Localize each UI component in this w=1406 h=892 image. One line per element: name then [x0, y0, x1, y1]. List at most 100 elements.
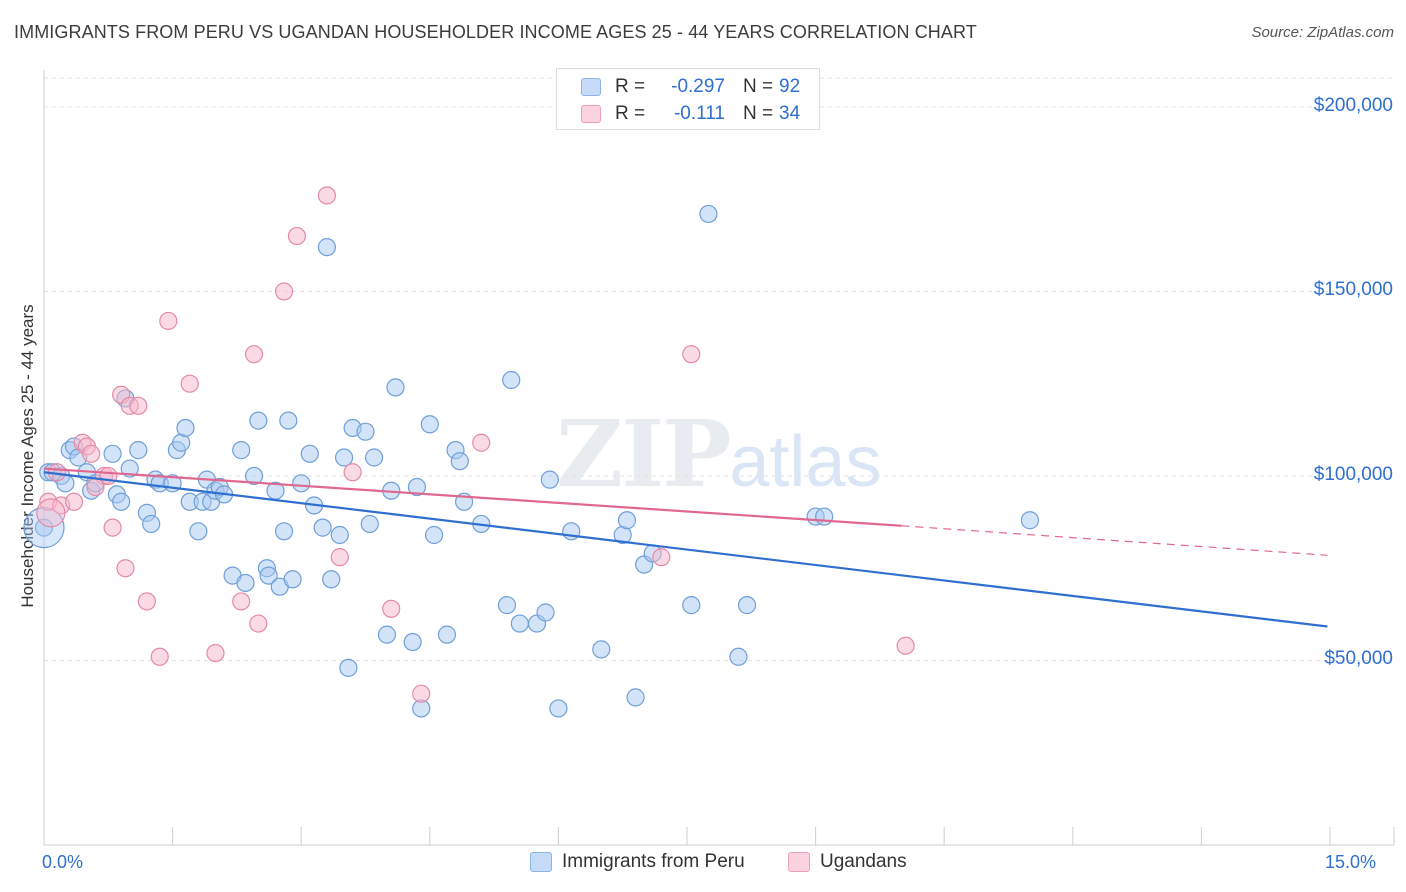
uganda-point — [274, 282, 294, 301]
series-name-peru: Immigrants from Peru — [562, 851, 745, 872]
peru-point — [450, 452, 469, 471]
uganda-point — [249, 614, 268, 633]
peru-point — [420, 415, 439, 434]
peru-point — [279, 411, 298, 430]
uganda-point — [116, 559, 135, 578]
peru-point — [386, 378, 405, 397]
uganda-point — [86, 477, 105, 497]
stats-legend: R = -0.297 N = 92 R = -0.111 N = 34 — [556, 68, 820, 130]
uganda-point — [150, 647, 169, 666]
peru-point — [364, 448, 384, 467]
legend-row-uganda: R = -0.111 N = 34 — [581, 102, 800, 126]
axes — [43, 70, 1395, 846]
source-credit: Source: ZipAtlas.com — [1251, 24, 1394, 41]
series-legend: Immigrants from Peru Ugandans — [0, 851, 1406, 877]
peru-point — [120, 459, 139, 478]
uganda-point — [287, 226, 307, 246]
peru-point — [259, 566, 278, 585]
peru-point — [330, 525, 349, 545]
series-peru-points — [23, 204, 1040, 718]
peru-point — [129, 441, 148, 460]
peru-point — [682, 596, 701, 615]
peru-point — [300, 444, 319, 463]
peru-point — [699, 204, 718, 224]
legend-n-label: N = — [743, 103, 774, 124]
uganda-trend-extension — [901, 525, 1328, 556]
peru-point — [236, 573, 255, 593]
series-legend-uganda: Ugandans — [788, 851, 907, 873]
uganda-point — [180, 374, 199, 393]
peru-point — [540, 470, 559, 489]
peru-point — [176, 418, 195, 438]
uganda-point — [382, 599, 401, 618]
peru-point — [510, 614, 529, 633]
series-name-uganda: Ugandans — [820, 851, 907, 872]
uganda-point — [129, 396, 148, 415]
peru-point — [34, 518, 54, 537]
y-tick-label: $50,000 — [1324, 648, 1393, 670]
legend-row-peru: R = -0.297 N = 92 — [581, 75, 800, 99]
zipatlas-watermark: ZIPatlas — [556, 400, 881, 508]
legend-r-label: R = — [615, 76, 646, 97]
peru-point — [626, 688, 645, 707]
uganda-point — [64, 492, 84, 511]
peru-point — [502, 370, 521, 390]
peru-point — [403, 632, 422, 652]
peru-point — [317, 238, 337, 257]
peru-point — [424, 525, 444, 545]
peru-point — [356, 422, 375, 441]
peru-point — [549, 699, 568, 718]
legend-n-value: 34 — [779, 103, 801, 124]
series-swatch-peru — [530, 852, 552, 872]
uganda-point — [82, 444, 101, 463]
x-tick-label-min: 0.0% — [42, 852, 84, 872]
legend-r-value: -0.297 — [671, 76, 725, 97]
peru-point — [497, 596, 517, 615]
uganda-point — [232, 592, 251, 611]
uganda-point — [343, 463, 362, 482]
peru-point — [592, 640, 611, 659]
chart-title: IMMIGRANTS FROM PERU VS UGANDAN HOUSEHOL… — [14, 22, 977, 42]
peru-point — [274, 522, 294, 541]
peru-point — [142, 514, 161, 534]
uganda-point — [206, 643, 225, 663]
uganda-point — [652, 548, 671, 567]
peru-trend-line — [43, 471, 1328, 628]
peru-point — [313, 518, 332, 537]
legend-swatch-peru — [581, 78, 601, 96]
peru-point — [322, 570, 341, 589]
legend-n-label: N = — [743, 76, 774, 97]
series-uganda-points — [36, 186, 915, 703]
peru-point — [737, 596, 757, 615]
uganda-point — [317, 186, 337, 205]
legend-r-value: -0.111 — [673, 103, 725, 124]
peru-point — [292, 474, 311, 493]
peru-point — [617, 511, 637, 530]
y-tick-label: $200,000 — [1313, 94, 1393, 116]
legend-n-value: 92 — [779, 76, 801, 97]
series-legend-peru: Immigrants from Peru — [530, 851, 745, 873]
uganda-point-cluster — [36, 498, 66, 528]
watermark-atlas: atlas — [729, 422, 882, 502]
peru-point — [283, 570, 302, 589]
legend-swatch-uganda — [581, 105, 601, 123]
watermark-zip: ZIP — [556, 400, 731, 508]
uganda-point — [472, 433, 491, 452]
x-tick-label-max: 15.0% — [1325, 852, 1377, 872]
uganda-point — [330, 548, 349, 567]
uganda-point — [896, 636, 915, 655]
trend-lines — [43, 467, 1328, 628]
peru-point — [1020, 511, 1040, 530]
uganda-point — [244, 345, 264, 364]
peru-point — [729, 647, 748, 666]
peru-point — [334, 448, 354, 467]
peru-point — [232, 441, 251, 460]
peru-point — [407, 477, 427, 497]
y-tick-label: $150,000 — [1313, 279, 1393, 301]
uganda-point — [682, 345, 701, 364]
peru-point — [189, 522, 208, 541]
peru-point — [339, 658, 358, 677]
y-tick-label: $100,000 — [1313, 463, 1393, 485]
peru-point — [249, 411, 268, 430]
